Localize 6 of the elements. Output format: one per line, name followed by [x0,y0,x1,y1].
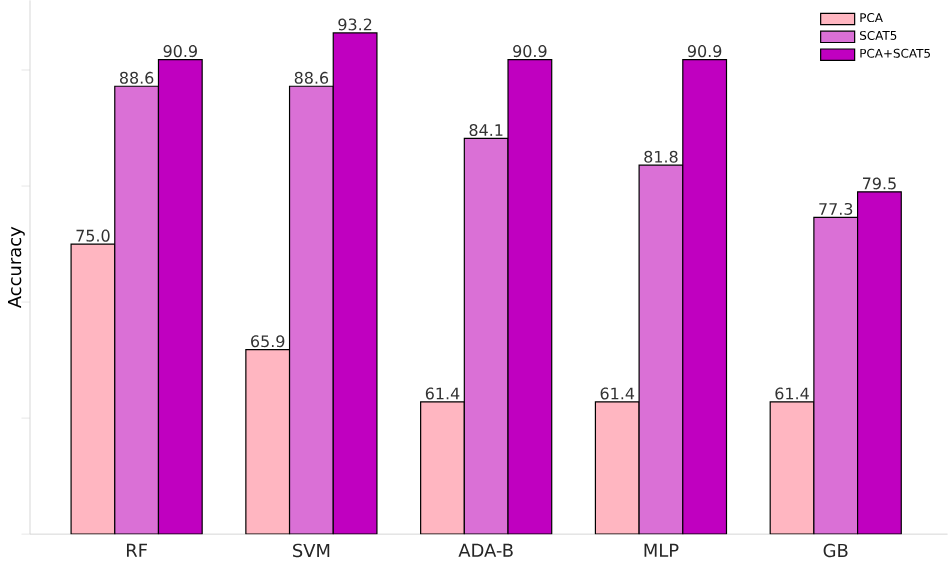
y-axis-title: Accuracy [8,226,25,309]
x-tick-label: GB [823,543,848,558]
x-tick-label: RF [126,543,147,557]
x-tick-label: ADA-B [458,543,513,557]
x-tick-label: SVM [293,543,330,558]
x-tick-label: MLP [644,543,679,557]
